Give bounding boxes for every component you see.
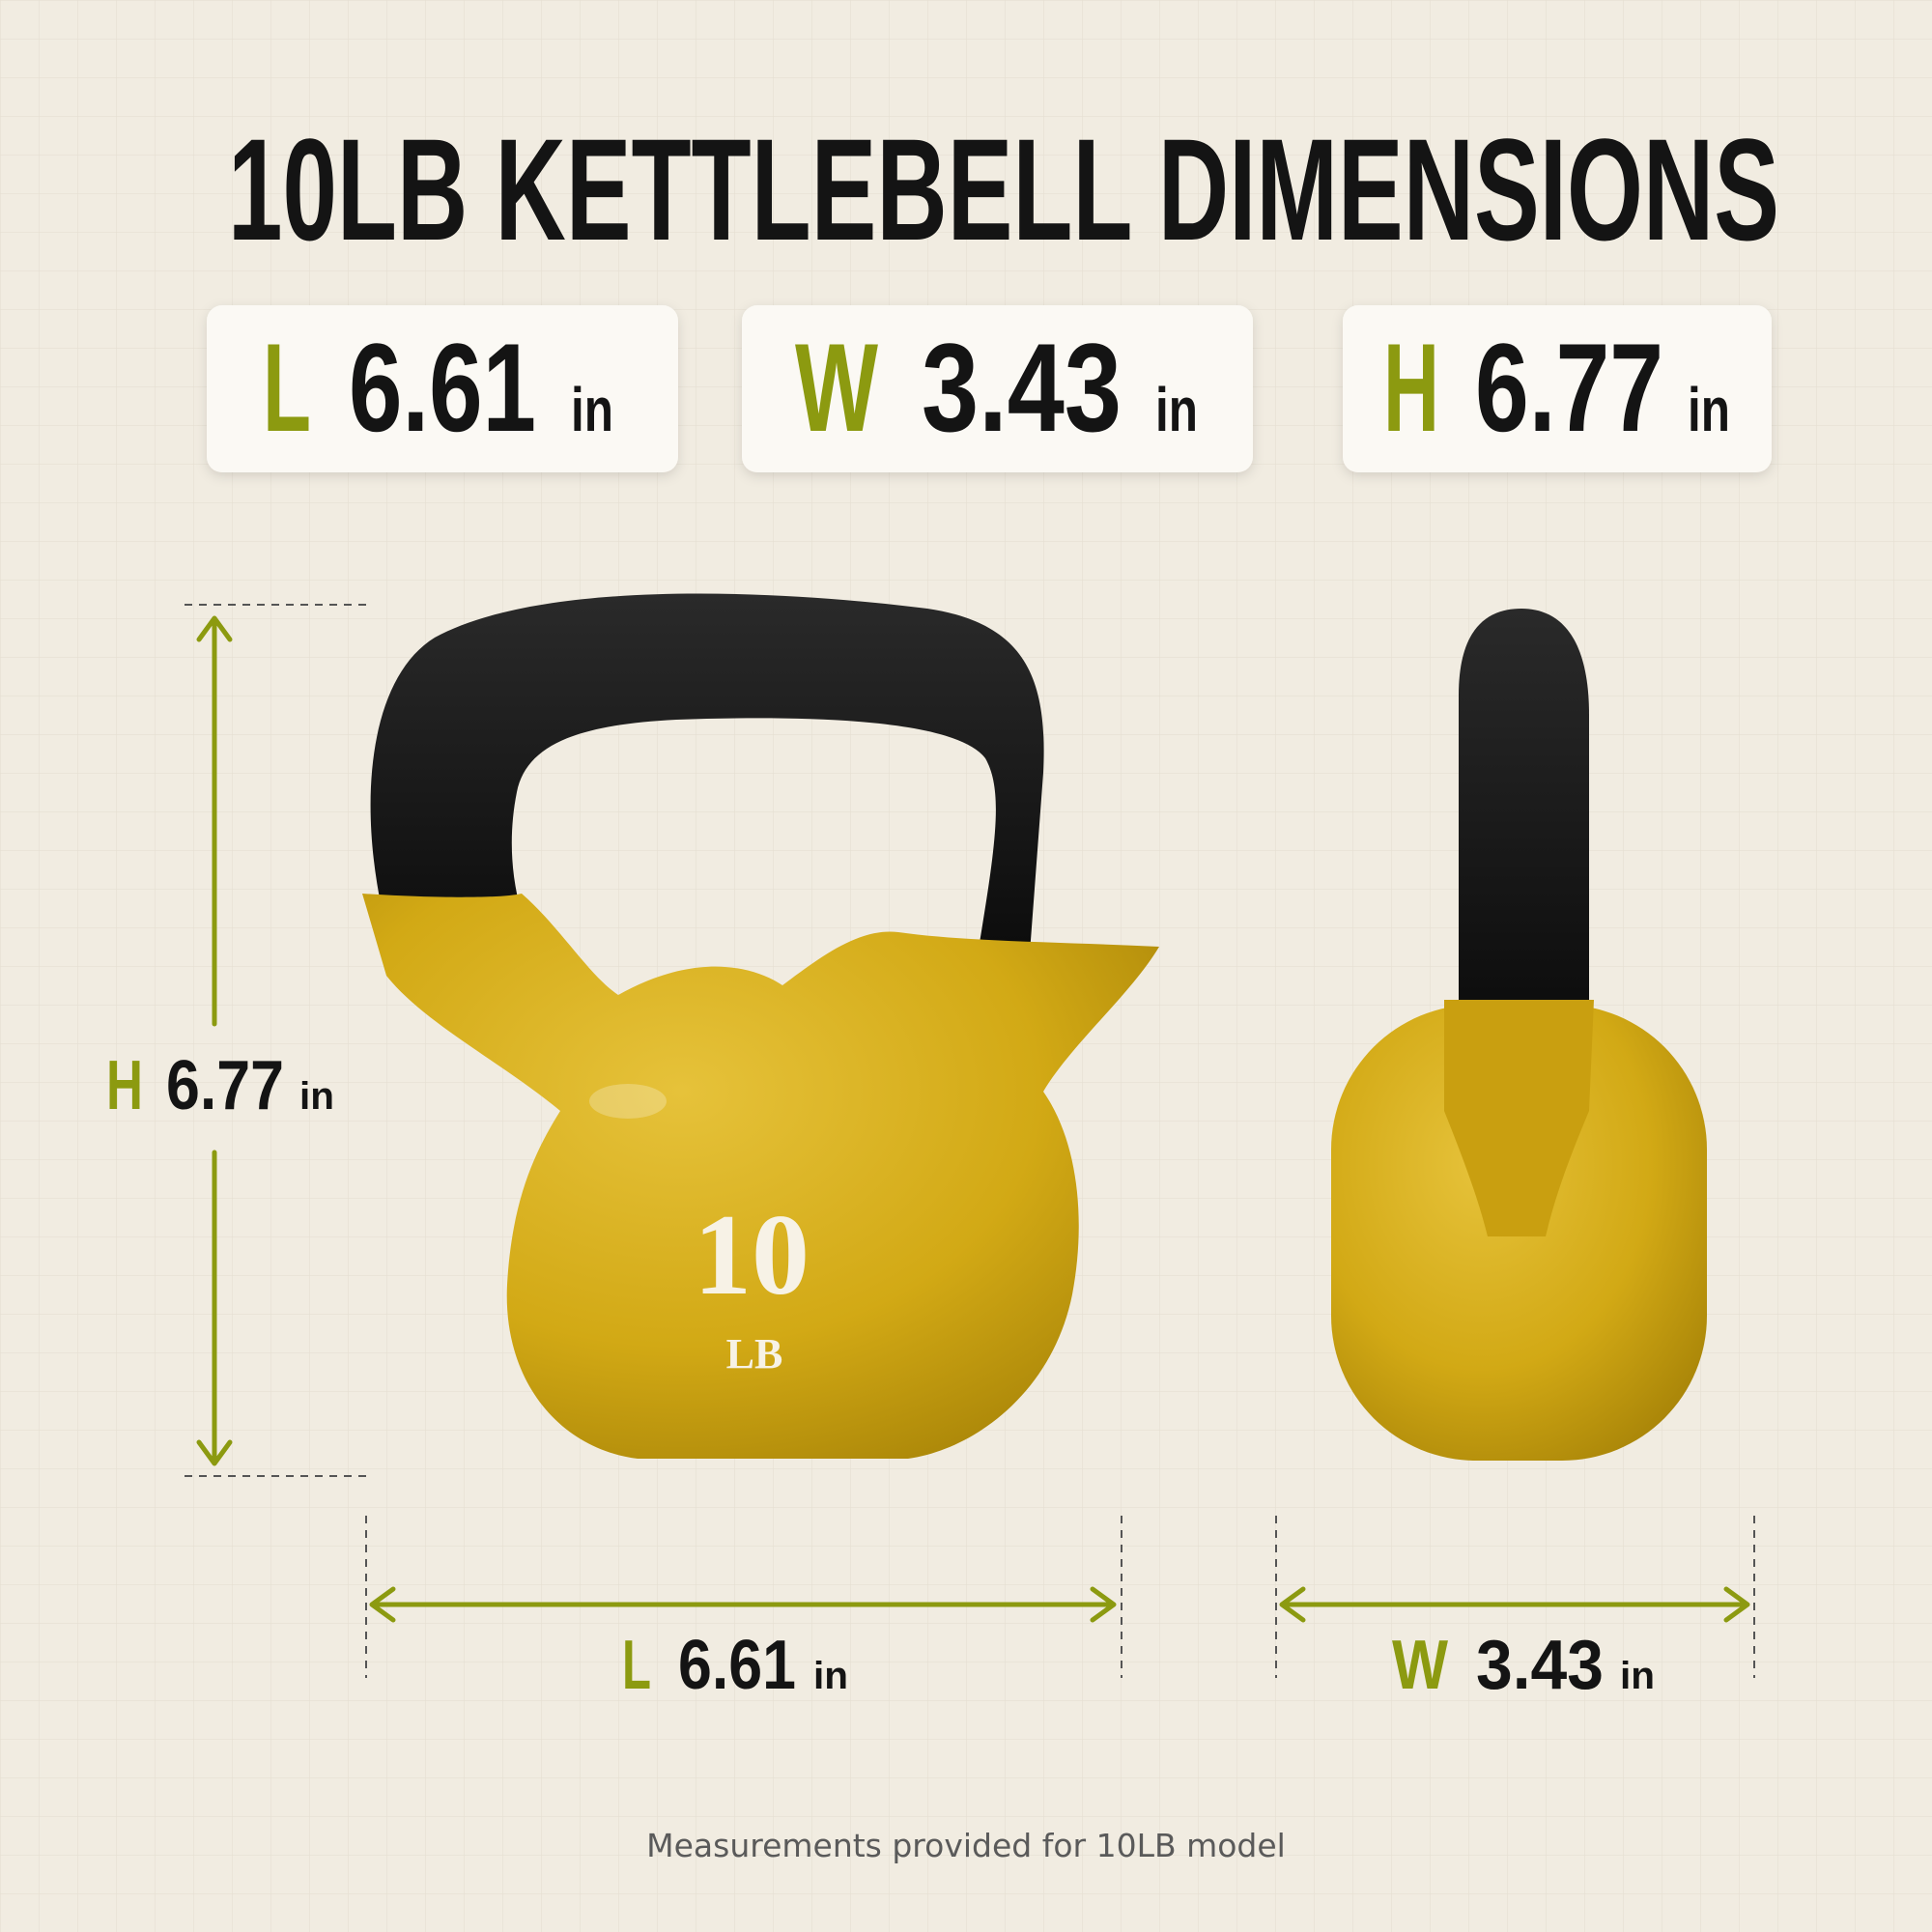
card-value: 6.61 bbox=[349, 317, 536, 458]
dimension-card: H 6.77 in bbox=[1343, 305, 1772, 472]
width-annotation: W 3.43 in bbox=[1275, 1516, 1755, 1704]
card-unit: in bbox=[1155, 375, 1198, 444]
body bbox=[362, 894, 1159, 1459]
kettlebell-front: 10 LB bbox=[362, 593, 1159, 1459]
arrow bbox=[369, 1586, 1117, 1623]
arrow bbox=[196, 615, 233, 1466]
annotation-unit: in bbox=[813, 1655, 848, 1697]
annotation-value: 6.77 bbox=[166, 1047, 284, 1124]
arrow bbox=[1279, 1586, 1750, 1623]
highlight bbox=[589, 1084, 667, 1119]
annotation-letter: L bbox=[622, 1627, 651, 1704]
card-background bbox=[1343, 305, 1772, 472]
height-annotation: H 6.77 in bbox=[106, 604, 366, 1477]
dimension-card: L 6.61 in bbox=[207, 305, 678, 472]
annotation-value: 6.61 bbox=[678, 1627, 796, 1704]
annotation-letter: H bbox=[106, 1047, 143, 1124]
handle bbox=[370, 593, 1044, 966]
card-unit: in bbox=[571, 375, 613, 444]
kettlebell-side bbox=[1331, 609, 1707, 1461]
annotation-unit: in bbox=[299, 1075, 334, 1118]
card-background bbox=[207, 305, 678, 472]
length-annotation: L 6.61 in bbox=[365, 1516, 1122, 1704]
title: 10LB KETTLEBELL DIMENSIONS bbox=[228, 108, 1779, 270]
dimension-card: W 3.43 in bbox=[742, 305, 1253, 472]
footnote: Measurements provided for 10LB model bbox=[646, 1827, 1286, 1864]
card-value: 3.43 bbox=[922, 317, 1122, 458]
collar bbox=[1444, 1000, 1594, 1236]
annotation-unit: in bbox=[1620, 1655, 1655, 1697]
annotation-letter: W bbox=[1392, 1627, 1448, 1704]
card-unit: in bbox=[1688, 375, 1730, 444]
card-value: 6.77 bbox=[1475, 317, 1663, 458]
card-letter: H bbox=[1383, 317, 1439, 458]
handle bbox=[1459, 609, 1589, 1038]
annotation-value: 3.43 bbox=[1476, 1627, 1604, 1704]
card-letter: L bbox=[263, 317, 311, 458]
card-background bbox=[742, 305, 1253, 472]
weight-unit: LB bbox=[726, 1330, 783, 1378]
weight-label: 10 bbox=[694, 1190, 810, 1319]
card-letter: W bbox=[795, 317, 878, 458]
